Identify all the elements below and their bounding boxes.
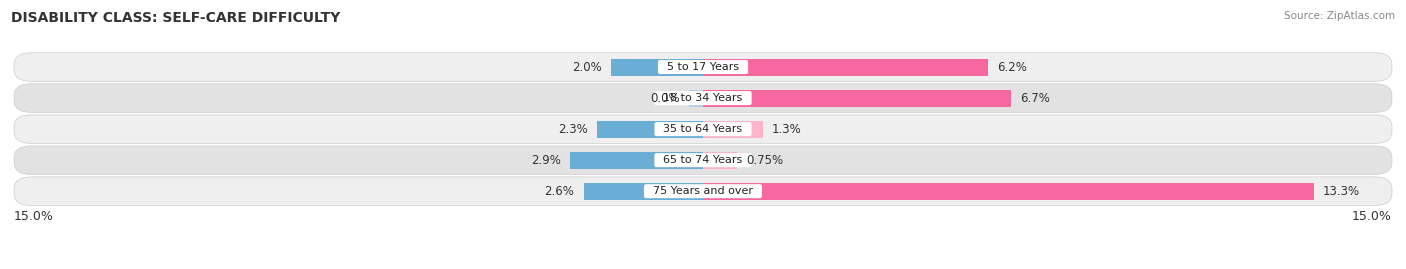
Bar [703,121,762,138]
FancyBboxPatch shape [14,177,1392,206]
Bar [703,152,738,169]
FancyBboxPatch shape [14,115,1392,143]
FancyBboxPatch shape [14,84,1392,112]
Text: 6.7%: 6.7% [1019,91,1050,105]
Text: 6.2%: 6.2% [997,61,1026,73]
Text: 35 to 64 Years: 35 to 64 Years [657,124,749,134]
Text: 2.3%: 2.3% [558,123,588,136]
Text: 2.6%: 2.6% [544,185,575,198]
Text: 0.75%: 0.75% [747,154,783,167]
Text: 2.0%: 2.0% [572,61,602,73]
Bar [703,58,988,76]
Text: Source: ZipAtlas.com: Source: ZipAtlas.com [1284,11,1395,21]
Bar [598,121,703,138]
Text: 65 to 74 Years: 65 to 74 Years [657,155,749,165]
Text: 15.0%: 15.0% [1353,210,1392,223]
Text: 5 to 17 Years: 5 to 17 Years [659,62,747,72]
Legend: Male, Female: Male, Female [633,264,773,269]
Bar [689,90,703,107]
Bar [703,183,1313,200]
FancyBboxPatch shape [14,146,1392,174]
Text: 75 Years and over: 75 Years and over [645,186,761,196]
Text: 0.0%: 0.0% [651,91,681,105]
Text: 1.3%: 1.3% [772,123,801,136]
Text: 2.9%: 2.9% [530,154,561,167]
FancyBboxPatch shape [14,53,1392,81]
Text: 18 to 34 Years: 18 to 34 Years [657,93,749,103]
Text: 13.3%: 13.3% [1323,185,1360,198]
Bar [583,183,703,200]
Text: 15.0%: 15.0% [14,210,53,223]
Bar [612,58,703,76]
Bar [569,152,703,169]
Bar [703,90,1011,107]
Text: DISABILITY CLASS: SELF-CARE DIFFICULTY: DISABILITY CLASS: SELF-CARE DIFFICULTY [11,11,340,25]
